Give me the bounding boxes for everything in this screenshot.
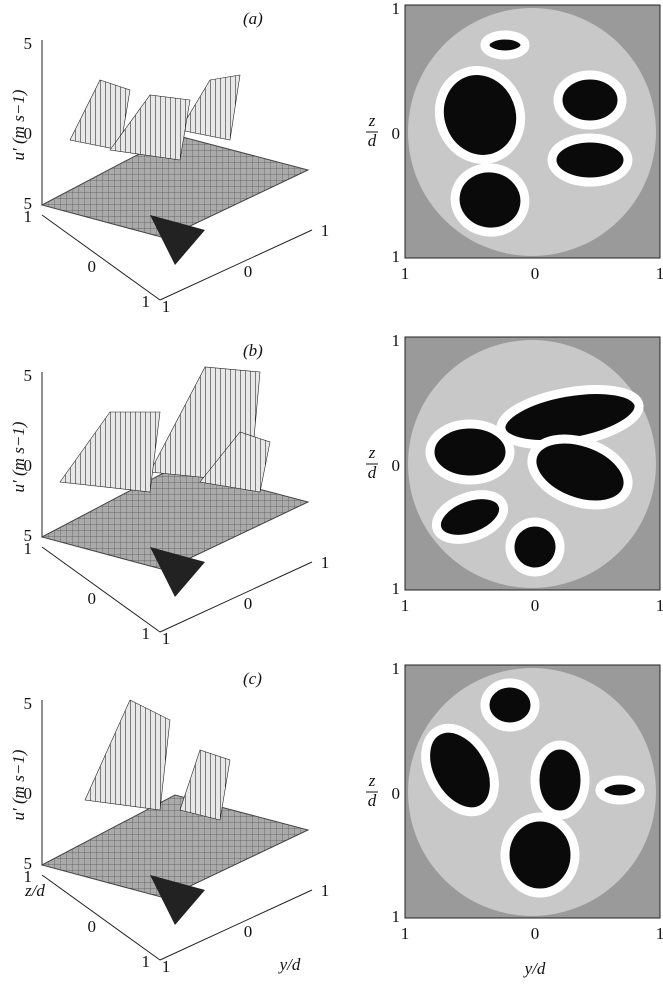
- map-label-top: z: [368, 443, 376, 462]
- map-x-tick-label: 1: [401, 596, 410, 615]
- panel-label: (c): [243, 669, 262, 688]
- u-tick-label: 5: [24, 694, 33, 713]
- width-tick-label: 1: [321, 881, 330, 900]
- map-label-top: z: [368, 771, 376, 790]
- depth-tick-label: 1: [142, 292, 151, 311]
- width-tick-label: 1: [162, 629, 171, 648]
- map-blob: [558, 75, 622, 125]
- map-x-tick-label: 1: [401, 264, 410, 283]
- u-tick-label: 0: [24, 784, 33, 803]
- depth-tick-label: 1: [24, 207, 33, 226]
- map-label-bottom: d: [368, 463, 377, 482]
- depth-tick-label: 0: [88, 257, 97, 276]
- width-tick-label: 0: [244, 922, 253, 941]
- figure: (a)u′ (m s−1)505101101zd101101(b)u′ (m s…: [0, 0, 663, 981]
- panel-label: (b): [243, 341, 263, 360]
- u-tick-label: 0: [24, 124, 33, 143]
- map-y-tick-label: 0: [392, 784, 401, 803]
- width-tick-label: 1: [162, 297, 171, 316]
- map-blob: [535, 745, 585, 815]
- map-x-tick-label: 0: [531, 924, 540, 943]
- width-tick-label: 1: [321, 221, 330, 240]
- map-label-bottom: d: [368, 791, 377, 810]
- map-blob: [430, 424, 510, 480]
- u-tick-label: 5: [24, 34, 33, 53]
- depth-tick-label: 1: [24, 539, 33, 558]
- map-y-tick-label: 1: [392, 0, 401, 18]
- width-axis-title: y/d: [278, 955, 301, 974]
- width-tick-label: 0: [244, 594, 253, 613]
- u-tick-label: 0: [24, 456, 33, 475]
- map-y-tick-label: 1: [392, 247, 401, 266]
- map-blob: [600, 780, 640, 800]
- width-tick-label: 1: [321, 553, 330, 572]
- surface-peak: [60, 412, 160, 492]
- u-tick-label: 5: [24, 366, 33, 385]
- panel-label: (a): [243, 9, 263, 28]
- map-x-tick-label: 0: [531, 264, 540, 283]
- surface-peak: [85, 700, 170, 810]
- map-blob: [505, 817, 575, 893]
- map-x-tick-label: 1: [656, 264, 663, 283]
- map-y-tick-label: 0: [392, 124, 401, 143]
- map-blob: [506, 518, 564, 576]
- map-blob: [485, 35, 525, 55]
- map-x-tick-label: 1: [656, 596, 663, 615]
- map-x-tick-label: 0: [531, 596, 540, 615]
- map-blob: [485, 683, 535, 727]
- depth-tick-label: 1: [142, 624, 151, 643]
- map-y-tick-label: 1: [392, 579, 401, 598]
- depth-tick-label: 0: [88, 917, 97, 936]
- depth-axis-title: z/d: [24, 881, 45, 900]
- map-x-tick-label: 1: [401, 924, 410, 943]
- map-label-bottom: d: [368, 131, 377, 150]
- map-y-tick-label: 1: [392, 331, 401, 350]
- map-x-tick-label: 1: [656, 924, 663, 943]
- map-y-tick-label: 0: [392, 456, 401, 475]
- map-blob: [552, 138, 628, 182]
- width-tick-label: 0: [244, 262, 253, 281]
- map-x-title: y/d: [523, 959, 546, 978]
- map-label-top: z: [368, 111, 376, 130]
- depth-tick-label: 1: [142, 952, 151, 971]
- width-tick-label: 1: [162, 957, 171, 976]
- map-y-tick-label: 1: [392, 659, 401, 678]
- map-y-tick-label: 1: [392, 907, 401, 926]
- depth-tick-label: 0: [88, 589, 97, 608]
